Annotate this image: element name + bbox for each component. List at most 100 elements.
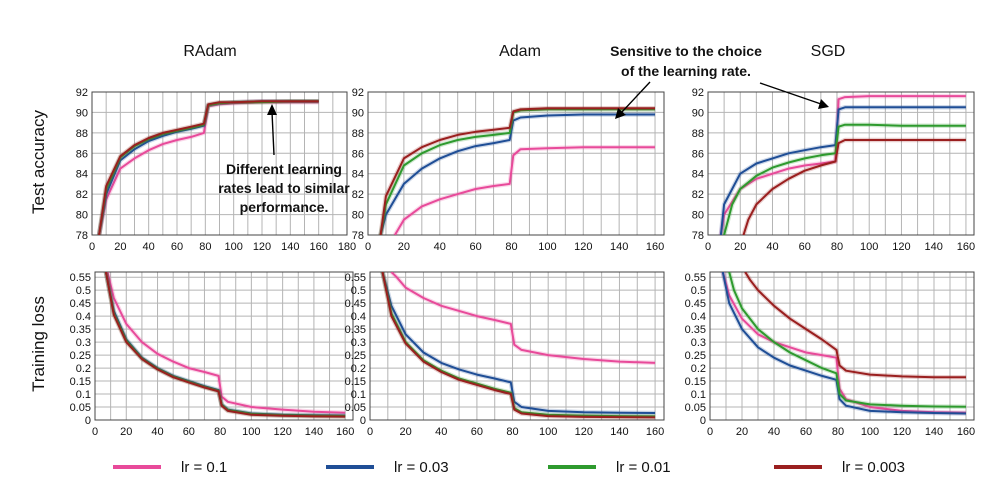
y-tick-label: 0.05 <box>70 402 91 414</box>
annotation-sensitive-line-2: of the learning rate. <box>621 63 751 79</box>
annotation-radam-arrowhead <box>267 104 277 115</box>
y-tick-label: 0.15 <box>70 376 91 388</box>
y-tick-label: 84 <box>352 169 364 181</box>
y-tick-label: 0.5 <box>76 285 91 297</box>
series-line-001 <box>728 272 967 408</box>
y-tick-label: 0.55 <box>70 272 91 284</box>
x-tick-label: 100 <box>538 241 556 253</box>
panel-radam-accuracy: 0 20 40 60 80 100 120 140 160 180 78 80 82 84 86 88 90 92 <box>76 87 356 253</box>
x-tick-label: 40 <box>434 241 446 253</box>
x-tick-label: 180 <box>338 241 356 253</box>
x-tick-label: 80 <box>505 241 517 253</box>
x-tick-label: 160 <box>957 426 975 438</box>
series-line-01 <box>721 272 967 414</box>
annotation-sensitive: Sensitive to the choice of the learning … <box>610 43 829 119</box>
y-tick-label: 0 <box>700 415 706 427</box>
x-tick-label: 60 <box>470 241 482 253</box>
y-tick-label: 0.4 <box>691 311 706 323</box>
x-tick-label: 120 <box>253 241 271 253</box>
plot-frame <box>709 271 975 421</box>
y-tick-label: 0.25 <box>70 350 91 362</box>
y-tick-label: 84 <box>76 169 88 181</box>
series-line-01 <box>390 272 656 364</box>
panel-sgd-loss: 0 20 40 60 80 100 120 140 160 00.050.10.150.20.25… <box>685 271 975 438</box>
annotation-radam: Different learning rates lead to similar… <box>218 104 350 215</box>
x-tick-label: 100 <box>539 426 557 438</box>
x-tick-label: 60 <box>471 426 483 438</box>
y-tick-label: 0.4 <box>76 311 91 323</box>
y-tick-label: 92 <box>76 87 88 99</box>
y-tick-label: 0.2 <box>351 363 366 375</box>
x-tick-label: 0 <box>92 426 98 438</box>
x-tick-label: 100 <box>224 241 242 253</box>
plot-frame <box>94 271 354 421</box>
y-tick-label: 0.5 <box>351 285 366 297</box>
x-tick-label: 160 <box>336 426 354 438</box>
x-tick-label: 140 <box>925 241 943 253</box>
x-tick-label: 0 <box>705 241 711 253</box>
series-line-0003 <box>381 272 656 419</box>
y-tick-label: 0 <box>360 415 366 427</box>
x-tick-label: 60 <box>183 426 195 438</box>
annotation-radam-line-2: rates lead to similar <box>218 180 350 196</box>
series-line-0003 <box>104 272 346 418</box>
y-tick-label: 80 <box>692 210 704 222</box>
series-line-0003 <box>98 100 319 235</box>
plot-frame <box>707 91 975 236</box>
series-line-003 <box>381 272 656 414</box>
x-tick-label: 80 <box>506 426 518 438</box>
annotation-radam-line-3: performance. <box>240 199 329 215</box>
x-tick-label: 20 <box>120 426 132 438</box>
x-tick-label: 20 <box>398 241 410 253</box>
y-tick-label: 92 <box>692 87 704 99</box>
series-line-003 <box>379 113 655 235</box>
x-tick-label: 80 <box>214 426 226 438</box>
plot-frame <box>369 271 665 421</box>
y-tick-label: 0.45 <box>70 298 91 310</box>
x-tick-label: 40 <box>435 426 447 438</box>
x-tick-label: 160 <box>646 426 664 438</box>
annotation-sensitive-arrowhead-adam <box>615 108 626 119</box>
y-tick-label: 78 <box>352 230 364 242</box>
x-tick-label: 80 <box>199 241 211 253</box>
y-tick-label: 82 <box>352 189 364 201</box>
y-tick-label: 0.35 <box>685 324 706 336</box>
row-label-test-accuracy: Test accuracy <box>29 110 48 214</box>
x-tick-label: 40 <box>151 426 163 438</box>
series-line-01 <box>394 146 655 235</box>
x-tick-label: 120 <box>575 426 593 438</box>
plot-frame <box>91 91 348 236</box>
panel-adam-loss: 0 20 40 60 80 100 120 140 160 00.050.10.150.20.25… <box>345 271 665 438</box>
x-tick-label: 0 <box>707 426 713 438</box>
y-tick-label: 0.15 <box>685 376 706 388</box>
y-tick-label: 0.2 <box>76 363 91 375</box>
y-tick-label: 78 <box>76 230 88 242</box>
annotation-radam-arrow <box>271 111 275 156</box>
column-title-radam: RAdam <box>183 43 236 60</box>
x-tick-label: 60 <box>171 241 183 253</box>
y-tick-label: 80 <box>352 210 364 222</box>
x-tick-label: 140 <box>925 426 943 438</box>
y-tick-label: 88 <box>692 128 704 140</box>
x-tick-label: 20 <box>734 241 746 253</box>
x-tick-label: 40 <box>143 241 155 253</box>
legend-label: lr = 0.003 <box>842 459 905 476</box>
annotation-sensitive-arrowhead-sgd <box>818 99 829 109</box>
y-tick-label: 0.05 <box>345 402 366 414</box>
x-tick-label: 20 <box>736 426 748 438</box>
y-tick-label: 0.05 <box>685 402 706 414</box>
legend: lr = 0.1 lr = 0.03 lr = 0.01 lr = 0.003 <box>113 459 905 476</box>
column-title-sgd: SGD <box>811 43 846 60</box>
y-tick-label: 86 <box>76 148 88 160</box>
panel-adam-accuracy: 0 20 40 60 80 100 120 140 160 78 80 82 84 86 88 90 92 <box>352 87 665 253</box>
x-tick-label: 140 <box>610 426 628 438</box>
series-line-0003 <box>744 272 966 379</box>
x-tick-label: 140 <box>281 241 299 253</box>
x-tick-label: 40 <box>768 426 780 438</box>
x-tick-label: 20 <box>114 241 126 253</box>
y-tick-label: 0 <box>85 415 91 427</box>
plot-area <box>368 92 664 235</box>
y-tick-label: 0.3 <box>351 337 366 349</box>
series-line-001 <box>379 108 655 235</box>
